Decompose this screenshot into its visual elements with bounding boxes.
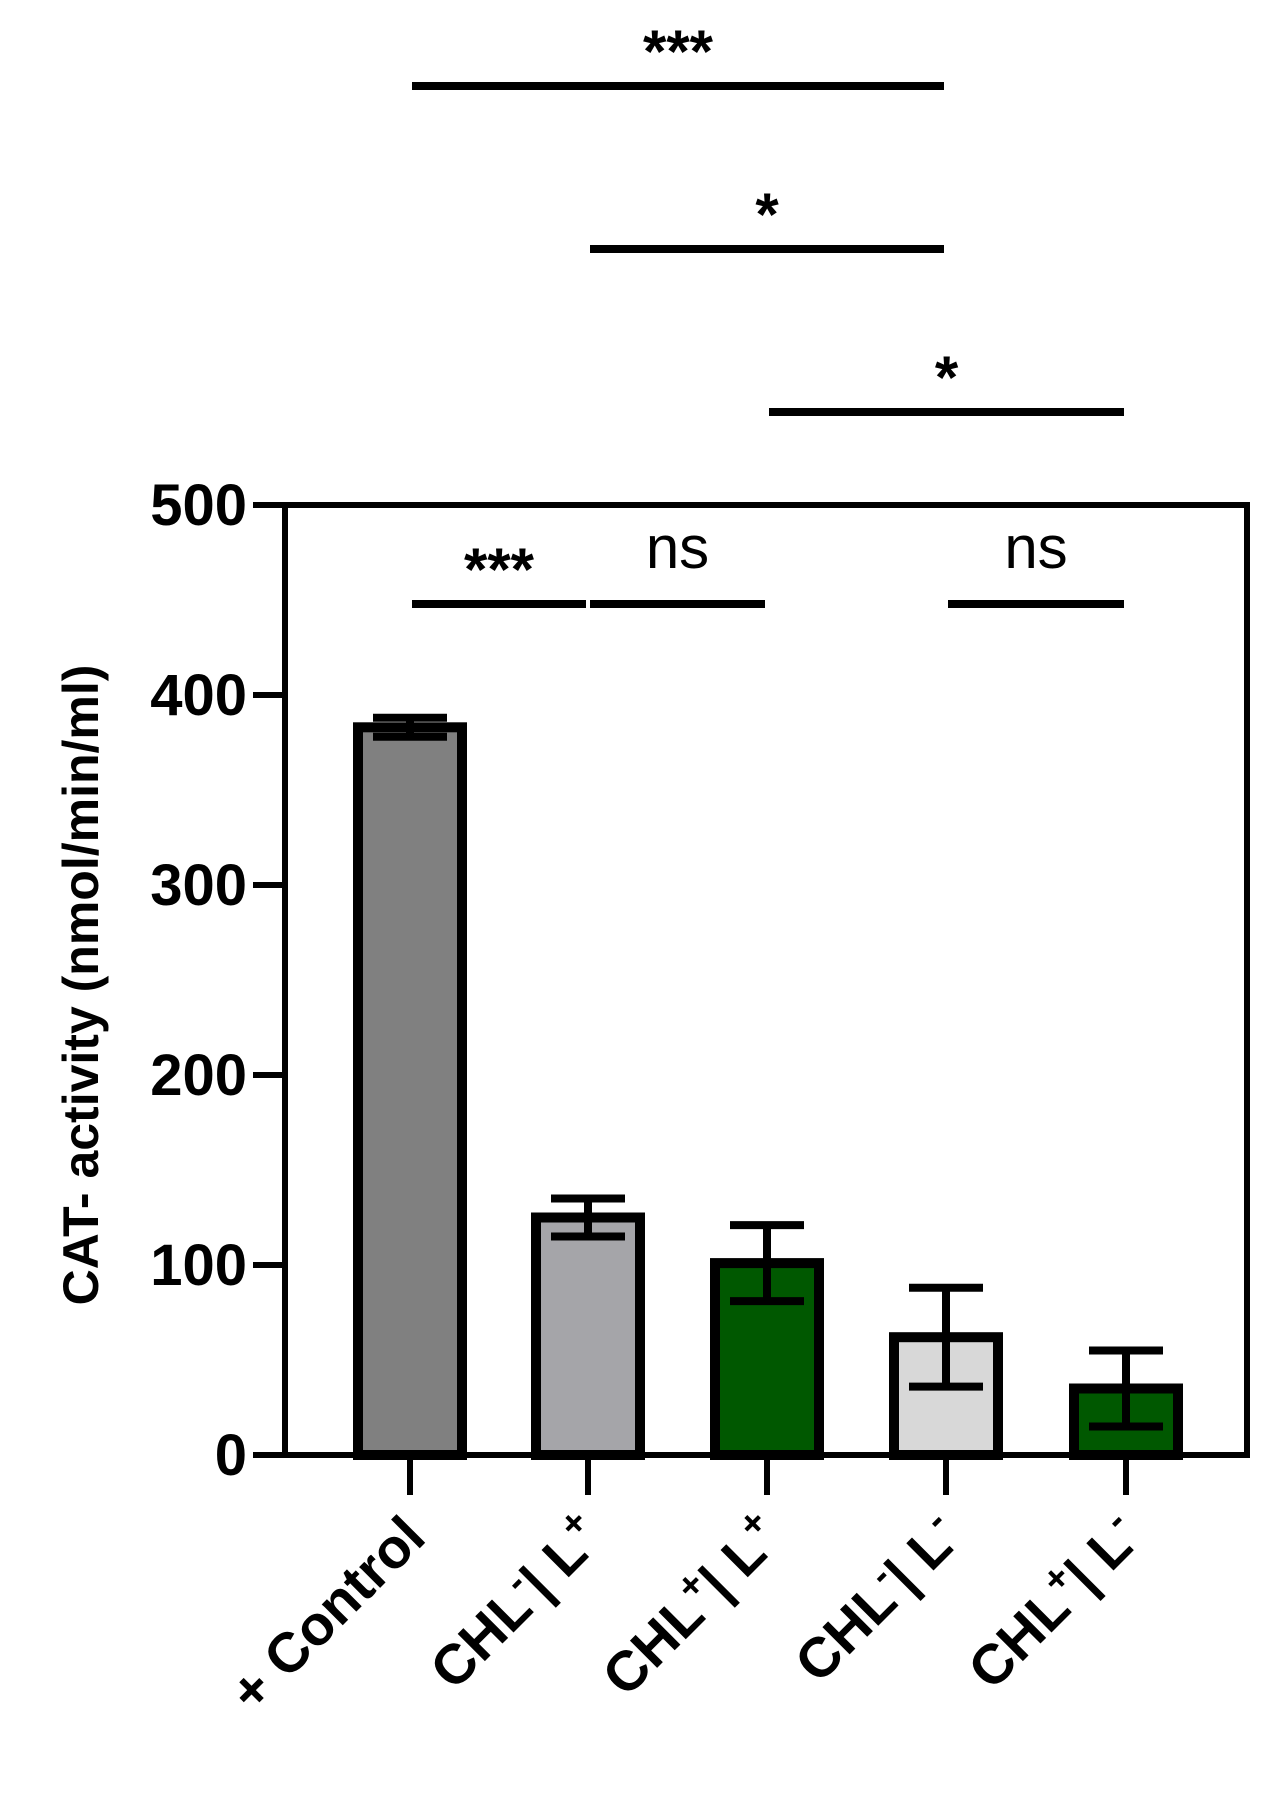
y-tick-label: 400 (150, 663, 247, 728)
label-text: + Control (217, 1504, 436, 1723)
x-tick-label: CHL+| L+ (587, 1501, 794, 1708)
y-tick-label: 300 (150, 853, 247, 918)
x-tick-label: + Control (217, 1504, 436, 1723)
bar (531, 1212, 645, 1460)
x-tick-label: CHL+| L- (953, 1501, 1153, 1701)
x-tick-label: CHL-| L- (780, 1501, 974, 1695)
y-axis-label: CAT- activity (nmol/min/ml) (53, 665, 109, 1306)
significance-label: *** (464, 536, 535, 603)
y-tick-label: 500 (150, 473, 247, 538)
significance-label: ns (1004, 514, 1067, 581)
bars-group (353, 722, 1183, 1460)
significance-label: * (755, 181, 779, 248)
significance-above-group: ***** (412, 18, 1124, 416)
y-tick-label: 0 (215, 1423, 247, 1488)
significance-inside-group: *** ns ns (412, 514, 1124, 608)
error-bars-group (373, 713, 1163, 1431)
y-tick-label: 100 (150, 1233, 247, 1298)
x-axis-ticks (407, 1455, 1129, 1495)
significance-label: *** (643, 18, 714, 85)
y-tick-label: 200 (150, 1043, 247, 1108)
bar (353, 722, 467, 1460)
significance-label: * (935, 344, 959, 411)
y-axis-ticks: 0 100 200 300 400 500 (150, 473, 285, 1488)
significance-label: ns (646, 514, 709, 581)
x-tick-label: CHL-| L+ (415, 1501, 615, 1701)
